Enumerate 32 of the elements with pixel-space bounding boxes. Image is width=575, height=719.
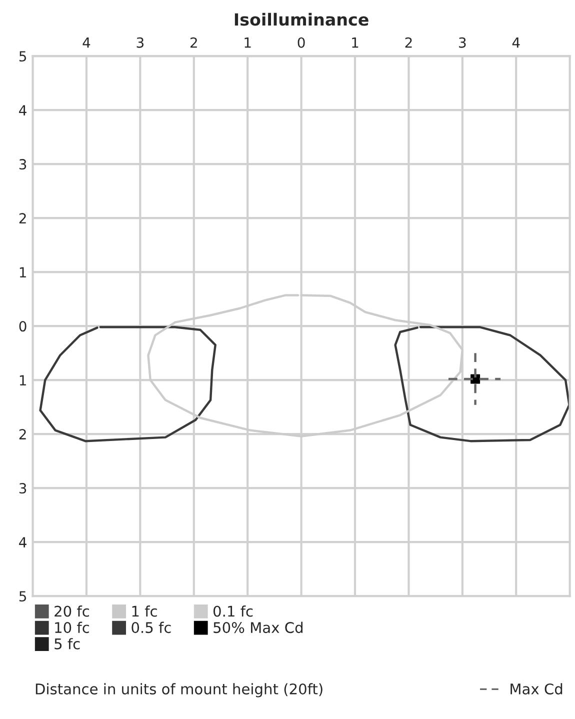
legend-label: 0.1 fc bbox=[213, 605, 253, 617]
x-tick-label: 2 bbox=[190, 37, 197, 48]
x-tick-label: 1 bbox=[244, 38, 251, 48]
x-tick-label: 0 bbox=[298, 37, 305, 48]
y-tick-label: 2 bbox=[19, 429, 26, 440]
legend-label: Max Cd bbox=[510, 683, 562, 694]
legend-label: 0.5 fc bbox=[132, 622, 171, 634]
legend-label: 10 fc bbox=[55, 622, 89, 634]
line-series bbox=[394, 326, 570, 442]
y-tick-label: 4 bbox=[19, 537, 26, 548]
y-tick-label: 4 bbox=[19, 105, 26, 116]
x-tick-label: 3 bbox=[459, 37, 466, 48]
chart-title: Isoilluminance bbox=[234, 12, 368, 26]
y-tick-label: 3 bbox=[19, 483, 26, 494]
legend-label: 5 fc bbox=[54, 638, 80, 650]
x-tick-label: 4 bbox=[512, 38, 520, 48]
legend-label: 50% Max Cd bbox=[214, 622, 302, 634]
x-tick-label: 1 bbox=[352, 38, 358, 48]
y-tick-label: 3 bbox=[19, 159, 26, 170]
x-tick-label: 3 bbox=[136, 37, 144, 48]
legend-label: 20 fc bbox=[54, 605, 89, 617]
x-tick-label: 2 bbox=[405, 37, 412, 48]
text: Distance in units of mount height (20ft) bbox=[36, 683, 322, 698]
y-tick-label: 5 bbox=[19, 51, 26, 62]
y-tick-label: 0 bbox=[19, 321, 26, 332]
line-series bbox=[39, 326, 216, 442]
x-tick-label: 4 bbox=[82, 38, 90, 48]
y-tick-label: 1 bbox=[20, 375, 26, 386]
y-tick-label: 2 bbox=[19, 213, 26, 224]
y-tick-label: 1 bbox=[20, 267, 26, 278]
y-tick-label: 5 bbox=[19, 591, 26, 602]
legend-label: 1 fc bbox=[132, 605, 157, 617]
